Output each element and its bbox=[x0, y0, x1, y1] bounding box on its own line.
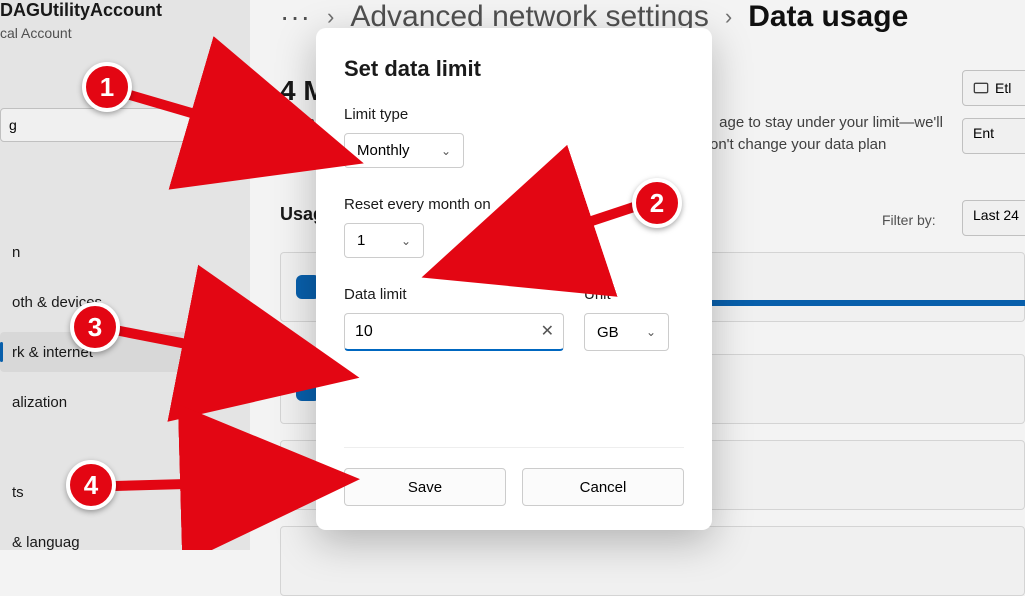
annotation-badge-4: 4 bbox=[66, 460, 116, 510]
clear-input-icon[interactable]: ✕ bbox=[541, 321, 554, 341]
data-limit-label: Data limit bbox=[344, 286, 564, 303]
dialog-title: Set data limit bbox=[344, 56, 684, 82]
annotation-badge-3: 3 bbox=[70, 302, 120, 352]
chevron-down-icon: ⌄ bbox=[401, 234, 411, 248]
annotation-badge-1: 1 bbox=[82, 62, 132, 112]
reset-day-select[interactable]: 1 ⌄ bbox=[344, 223, 424, 258]
annotation-badge-2: 2 bbox=[632, 178, 682, 228]
chevron-down-icon: ⌄ bbox=[646, 325, 656, 339]
unit-select[interactable]: GB ⌄ bbox=[584, 313, 669, 351]
cancel-button[interactable]: Cancel bbox=[522, 468, 684, 506]
select-value: GB bbox=[597, 324, 619, 341]
data-limit-row: Data limit ✕ Unit GB ⌄ bbox=[344, 286, 684, 351]
limit-type-select[interactable]: Monthly ⌄ bbox=[344, 133, 464, 168]
dialog-button-row: Save Cancel bbox=[344, 447, 684, 506]
select-value: Monthly bbox=[357, 142, 410, 159]
set-data-limit-dialog: Set data limit Limit type Monthly ⌄ Rese… bbox=[316, 28, 712, 530]
limit-type-label: Limit type bbox=[344, 106, 684, 123]
modal-overlay: Set data limit Limit type Monthly ⌄ Rese… bbox=[0, 0, 1025, 550]
unit-label: Unit bbox=[584, 286, 669, 303]
select-value: 1 bbox=[357, 232, 365, 249]
limit-type-field: Limit type Monthly ⌄ bbox=[344, 106, 684, 168]
chevron-down-icon: ⌄ bbox=[441, 144, 451, 158]
save-button[interactable]: Save bbox=[344, 468, 506, 506]
data-limit-input[interactable] bbox=[344, 313, 564, 351]
